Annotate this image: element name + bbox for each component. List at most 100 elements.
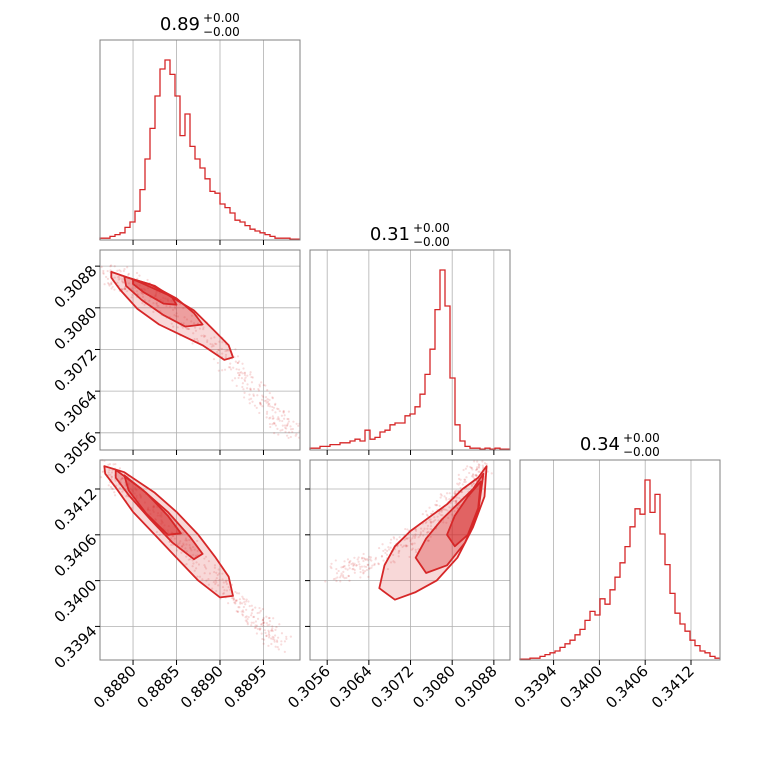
sample-point — [389, 541, 392, 544]
sample-point — [101, 470, 104, 474]
sample-point — [443, 508, 446, 511]
sample-point — [261, 607, 264, 611]
sample-point — [458, 504, 461, 507]
y-tick-label-1-4: 0.3088 — [51, 262, 101, 312]
sample-point — [358, 563, 361, 566]
sample-point — [232, 366, 235, 369]
x-tick-label-1-4: 0.3088 — [451, 662, 501, 712]
sample-point — [431, 510, 434, 513]
sample-point — [247, 616, 250, 619]
sample-point — [329, 565, 332, 568]
sample-point — [453, 492, 456, 495]
sample-point — [207, 578, 210, 581]
sample-point — [382, 559, 385, 562]
sample-point — [155, 530, 159, 534]
sample-point — [342, 570, 345, 574]
sample-point — [250, 621, 253, 624]
sample-point — [350, 563, 353, 566]
sample-point — [442, 521, 445, 524]
sample-point — [118, 277, 121, 280]
sample-point — [281, 424, 284, 427]
sample-point — [243, 378, 246, 381]
title-param-0: 0.89 — [160, 14, 200, 35]
sample-point — [254, 624, 257, 627]
sample-point — [191, 342, 194, 345]
sample-point — [373, 562, 376, 565]
sample-point — [122, 281, 125, 284]
sample-point — [260, 623, 263, 626]
sample-point — [182, 307, 185, 310]
sample-point — [203, 572, 206, 575]
sample-point — [384, 551, 387, 555]
sample-point — [262, 395, 265, 399]
sample-point — [429, 518, 432, 521]
sample-point — [234, 599, 238, 602]
sample-point — [227, 602, 230, 605]
contours-joint-0-1 — [110, 271, 234, 361]
sample-point — [221, 341, 224, 344]
sample-point — [242, 605, 245, 609]
sample-point — [374, 556, 378, 559]
sample-point — [104, 275, 108, 279]
sample-point — [275, 625, 278, 629]
sample-point — [478, 464, 481, 467]
sample-point — [268, 398, 271, 402]
title-param-0-plus: +0.00 — [203, 11, 240, 25]
sample-point — [110, 487, 114, 490]
sample-point — [165, 304, 168, 308]
sample-point — [282, 411, 285, 414]
sample-point — [459, 486, 462, 490]
sample-point — [268, 623, 271, 626]
sample-point — [274, 402, 277, 405]
sample-point — [236, 361, 239, 365]
sample-point — [344, 567, 347, 570]
sample-point — [464, 480, 467, 483]
sample-point — [242, 610, 245, 614]
sample-point — [232, 598, 235, 601]
sample-point — [411, 542, 414, 545]
sample-point — [271, 625, 274, 628]
sample-point — [193, 337, 196, 341]
sample-point — [295, 433, 298, 436]
sample-point — [475, 474, 478, 477]
sample-point — [342, 565, 345, 568]
sample-point — [221, 578, 224, 581]
sample-point — [225, 589, 229, 592]
sample-point — [241, 613, 244, 616]
sample-point — [114, 479, 117, 482]
sample-point — [475, 468, 479, 471]
sample-point — [324, 580, 327, 583]
sample-point — [280, 414, 284, 417]
title-param-1-plus: +0.00 — [413, 221, 450, 235]
y-tick-label-2-0: 0.3394 — [51, 622, 101, 672]
sample-point — [180, 545, 184, 548]
sample-point — [447, 516, 450, 520]
sample-point — [393, 561, 396, 564]
sample-point — [482, 466, 485, 469]
sample-point — [141, 293, 144, 296]
sample-point — [364, 558, 367, 561]
sample-point — [413, 536, 416, 539]
sample-point — [107, 283, 111, 286]
sample-point — [250, 381, 254, 384]
sample-point — [289, 435, 292, 439]
sample-point — [426, 531, 429, 534]
sample-point — [254, 620, 257, 623]
sample-point — [380, 554, 384, 558]
sample-point — [252, 615, 256, 619]
sample-point — [347, 574, 350, 577]
sample-point — [283, 650, 286, 653]
sample-point — [110, 283, 113, 286]
sample-point — [121, 281, 124, 284]
sample-point — [152, 301, 155, 305]
sample-point — [440, 510, 443, 513]
sample-point — [233, 601, 236, 604]
sample-point — [116, 276, 120, 279]
sample-point — [146, 278, 149, 282]
sample-point — [234, 360, 237, 363]
sample-point — [241, 614, 245, 617]
sample-point — [173, 537, 177, 540]
sample-point — [450, 513, 453, 516]
sample-point — [243, 371, 247, 374]
sample-point — [414, 548, 417, 551]
